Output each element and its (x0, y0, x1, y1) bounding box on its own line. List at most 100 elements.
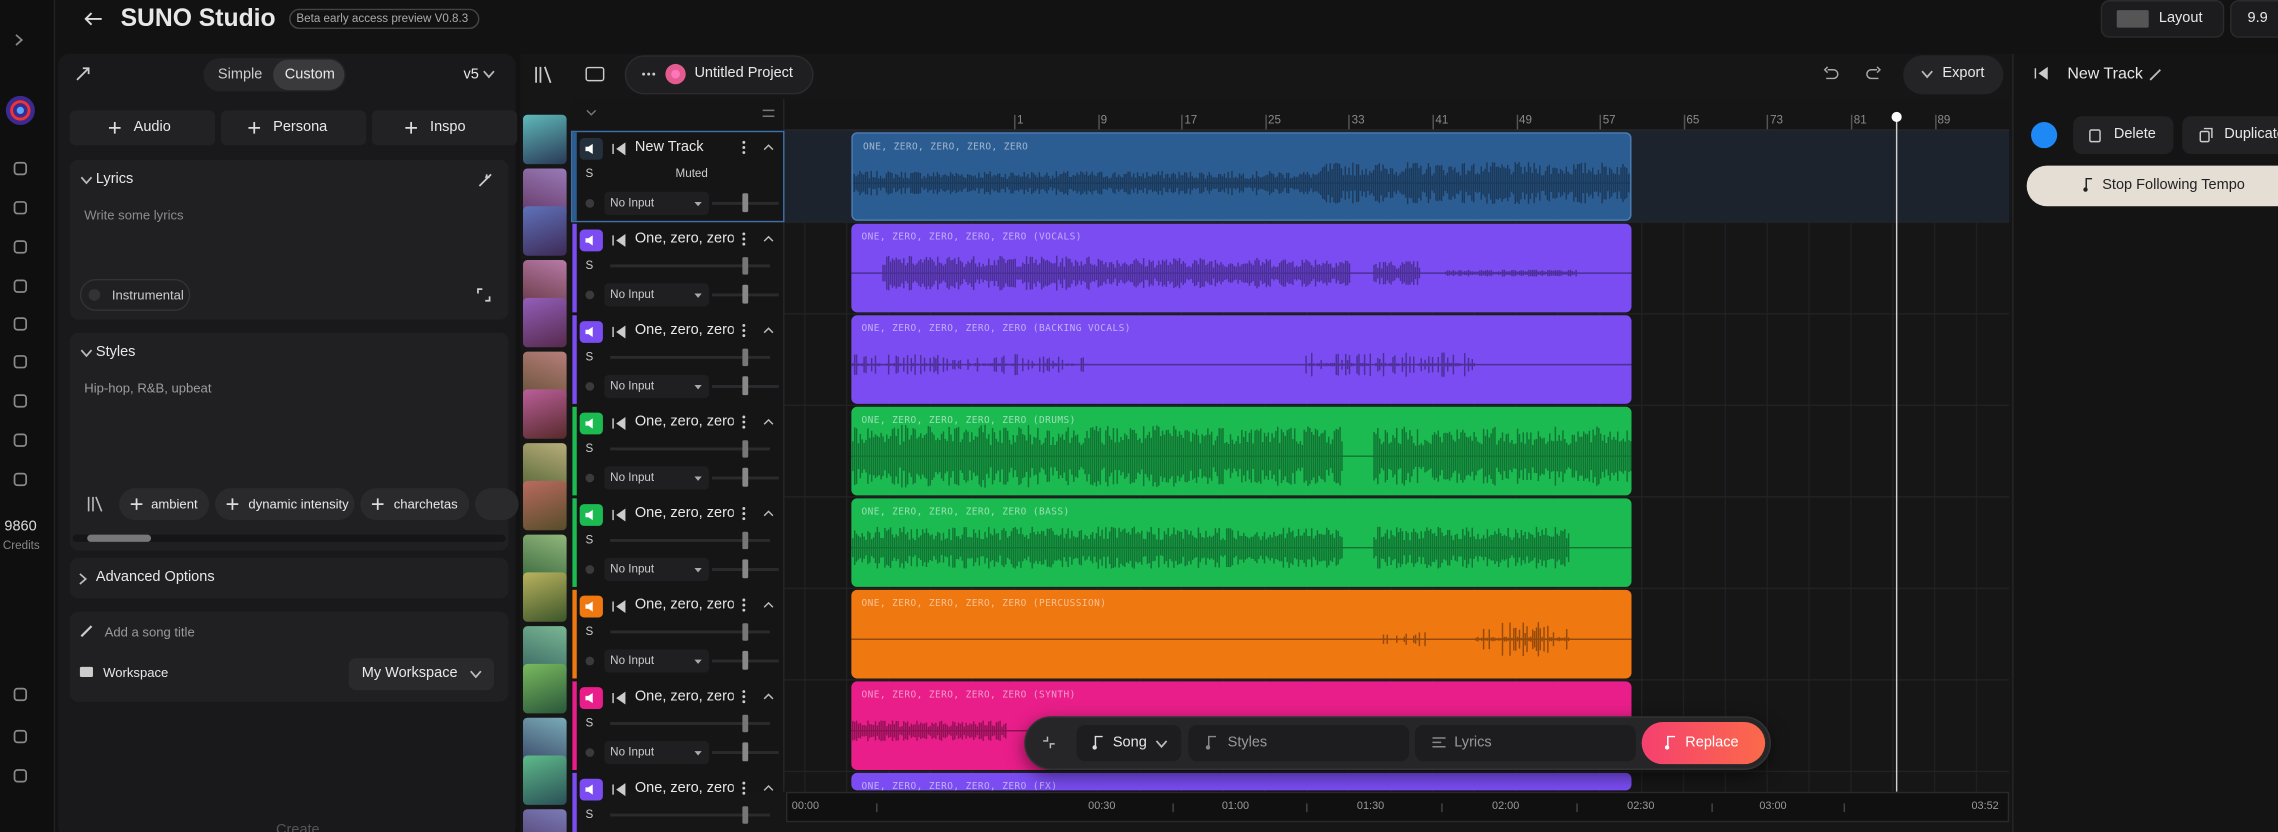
back-icon[interactable] (84, 12, 102, 27)
audio-clip[interactable]: ONE, ZERO, ZERO, ZERO, ZERO (851, 132, 1632, 221)
volume-knob[interactable] (742, 193, 749, 213)
volume-knob[interactable] (742, 376, 749, 396)
pan-knob[interactable] (742, 806, 749, 824)
expand-icon[interactable] (477, 288, 491, 302)
track-name[interactable]: One, zero, zero (634, 505, 734, 522)
volume-knob[interactable] (742, 559, 749, 579)
arm-icon[interactable] (612, 325, 626, 339)
duplicate-label[interactable]: Duplicate (2224, 126, 2278, 143)
style-tag-label[interactable]: charchetas (393, 496, 458, 512)
mode-custom[interactable]: Custom (284, 66, 335, 83)
nav-icon[interactable] (13, 279, 28, 294)
track-collapse[interactable] (763, 693, 774, 700)
input-label[interactable]: No Input (610, 196, 655, 210)
input-label[interactable]: No Input (610, 470, 655, 484)
volume-knob[interactable] (742, 467, 749, 487)
add-button-label[interactable]: Persona (273, 119, 328, 136)
project-name[interactable]: Untitled Project (694, 65, 793, 82)
tempo-button[interactable] (2026, 165, 2278, 207)
library-icon[interactable] (535, 66, 552, 84)
track-thumbnail[interactable] (523, 663, 567, 714)
solo-button[interactable]: S (585, 350, 594, 364)
nav-icon[interactable] (13, 769, 28, 784)
style-tag-label[interactable]: dynamic intensity (248, 496, 349, 512)
input-select[interactable] (604, 557, 709, 582)
track-collapse[interactable] (763, 327, 774, 334)
solo-button[interactable]: S (585, 716, 594, 730)
volume-knob[interactable] (742, 284, 749, 304)
track-menu[interactable] (742, 415, 746, 429)
arm-icon[interactable] (612, 233, 626, 247)
track-menu[interactable] (742, 323, 746, 338)
solo-button[interactable]: S (585, 624, 594, 638)
pan-knob[interactable] (742, 257, 749, 275)
advanced-section[interactable] (69, 557, 509, 599)
arm-icon[interactable] (612, 691, 626, 705)
input-select[interactable] (604, 374, 709, 399)
solo-button[interactable]: S (585, 258, 594, 272)
track-thumbnail[interactable] (523, 206, 567, 256)
inspector-track-name[interactable]: New Track (2067, 65, 2143, 83)
input-label[interactable]: No Input (610, 653, 655, 667)
nav-icon[interactable] (13, 472, 28, 487)
audio-clip[interactable]: ONE, ZERO, ZERO, ZERO, ZERO (BACKING VOC… (851, 315, 1632, 404)
pan-knob[interactable] (742, 714, 749, 733)
audio-clip[interactable]: ONE, ZERO, ZERO, ZERO, ZERO (FX) (851, 772, 1632, 791)
input-label[interactable]: No Input (610, 379, 655, 393)
create-button[interactable]: Create (276, 822, 320, 832)
credits-button[interactable] (2230, 0, 2278, 38)
arm-icon[interactable] (612, 417, 626, 430)
track-thumbnail[interactable] (523, 114, 567, 165)
styles-input[interactable]: Hip-hop, R&B, upbeat (84, 380, 212, 396)
input-select[interactable] (604, 191, 709, 216)
pan-knob[interactable] (742, 531, 749, 550)
song-label[interactable]: Song (1112, 735, 1147, 752)
input-label[interactable]: No Input (610, 287, 655, 301)
arm-icon[interactable] (612, 783, 626, 797)
mode-simple[interactable]: Simple (217, 66, 263, 83)
nav-icon[interactable] (13, 394, 28, 409)
layout-button[interactable] (2100, 0, 2225, 38)
pan-knob[interactable] (742, 440, 749, 458)
track-thumbnail[interactable] (523, 809, 567, 832)
solo-button[interactable]: S (585, 807, 594, 821)
input-select[interactable] (604, 466, 709, 490)
add-button[interactable] (69, 110, 216, 146)
input-select[interactable] (604, 649, 709, 673)
track-menu[interactable] (742, 781, 746, 795)
nav-icon[interactable] (13, 354, 28, 369)
track-collapse[interactable] (763, 601, 774, 608)
magic-icon[interactable] (478, 173, 493, 188)
track-thumbnail[interactable] (523, 389, 567, 439)
add-button-label[interactable]: Audio (133, 119, 171, 136)
nav-icon[interactable] (13, 161, 28, 176)
track-name[interactable]: New Track (634, 139, 704, 156)
input-label[interactable]: No Input (610, 562, 655, 576)
track-thumbnail[interactable] (523, 572, 567, 622)
audio-clip[interactable]: ONE, ZERO, ZERO, ZERO, ZERO (VOCALS) (851, 223, 1632, 313)
add-button[interactable] (371, 110, 518, 146)
replace-button[interactable] (1641, 722, 1766, 765)
styles-field-label[interactable]: Styles (1227, 735, 1268, 752)
add-button[interactable] (220, 110, 367, 146)
project-pill[interactable] (624, 55, 814, 95)
audio-clip[interactable]: ONE, ZERO, ZERO, ZERO, ZERO (BASS) (851, 498, 1632, 587)
track-collapse[interactable] (763, 144, 774, 151)
lyrics-input[interactable]: Write some lyrics (84, 207, 184, 223)
rename-icon[interactable] (2149, 69, 2161, 81)
lyrics-field-label[interactable]: Lyrics (1454, 735, 1492, 752)
nav-icon[interactable] (13, 687, 28, 702)
input-label[interactable]: No Input (610, 745, 655, 759)
model-version[interactable]: v5 (463, 66, 479, 83)
lyrics-field[interactable] (1415, 724, 1636, 762)
tempo-label[interactable]: Stop Following Tempo (2102, 177, 2245, 194)
track-collapse[interactable] (763, 235, 774, 242)
style-tag-label[interactable]: ambient (151, 496, 198, 512)
track-menu[interactable] (742, 598, 746, 612)
song-title-input[interactable]: Add a song title (104, 624, 195, 640)
track-thumbnail[interactable] (523, 297, 567, 348)
track-menu[interactable] (742, 140, 746, 154)
styles-field[interactable] (1188, 724, 1410, 762)
redo-icon[interactable] (1866, 66, 1882, 82)
export-button[interactable] (1903, 55, 2004, 95)
